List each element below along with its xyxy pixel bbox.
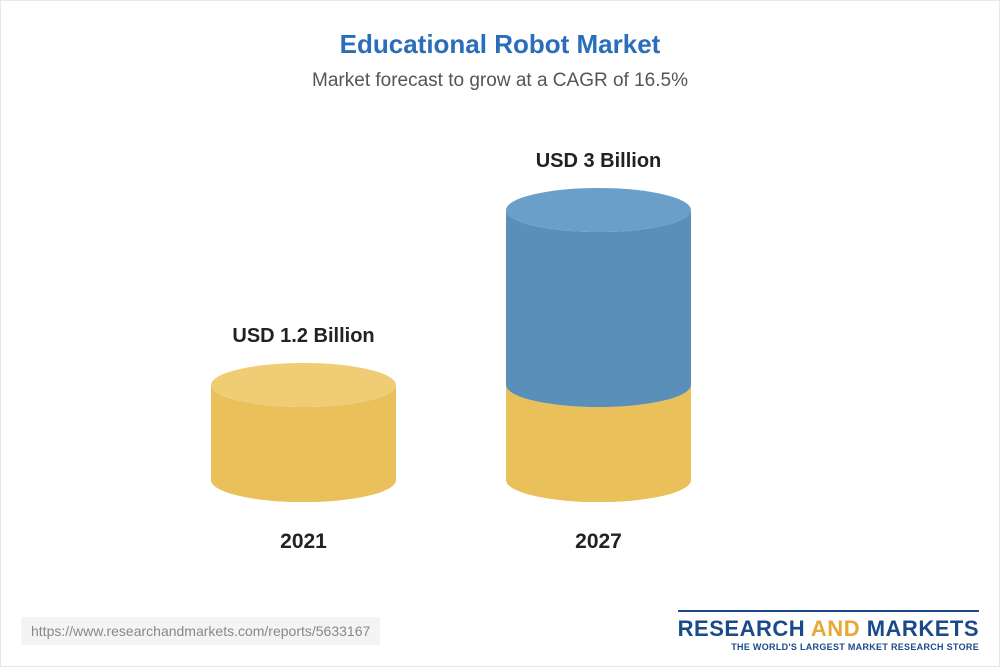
value-label: USD 3 Billion xyxy=(536,150,662,173)
source-url: https://www.researchandmarkets.com/repor… xyxy=(21,617,380,645)
brand-word-research: RESEARCH xyxy=(678,616,805,641)
cylinder-2027: USD 3 Billion 2027 xyxy=(506,150,691,564)
footer: https://www.researchandmarkets.com/repor… xyxy=(1,606,999,666)
year-label: 2021 xyxy=(280,530,327,554)
brand-word-and: AND xyxy=(811,616,860,641)
year-label: 2027 xyxy=(575,530,622,554)
brand-word-markets: MARKETS xyxy=(867,616,979,641)
chart-area: USD 1.2 Billion 2021 USD 3 Billion 2027 xyxy=(1,112,999,552)
chart-title: Educational Robot Market xyxy=(1,1,999,60)
chart-subtitle: Market forecast to grow at a CAGR of 16.… xyxy=(1,60,999,92)
brand-block: RESEARCH AND MARKETS THE WORLD'S LARGEST… xyxy=(678,610,979,652)
cylinder-svg xyxy=(211,363,396,502)
brand-tagline: THE WORLD'S LARGEST MARKET RESEARCH STOR… xyxy=(678,642,979,652)
brand-logo: RESEARCH AND MARKETS xyxy=(678,616,979,642)
cylinder-2021: USD 1.2 Billion 2021 xyxy=(211,325,396,564)
value-label: USD 1.2 Billion xyxy=(232,325,374,348)
cylinder-svg xyxy=(506,188,691,502)
